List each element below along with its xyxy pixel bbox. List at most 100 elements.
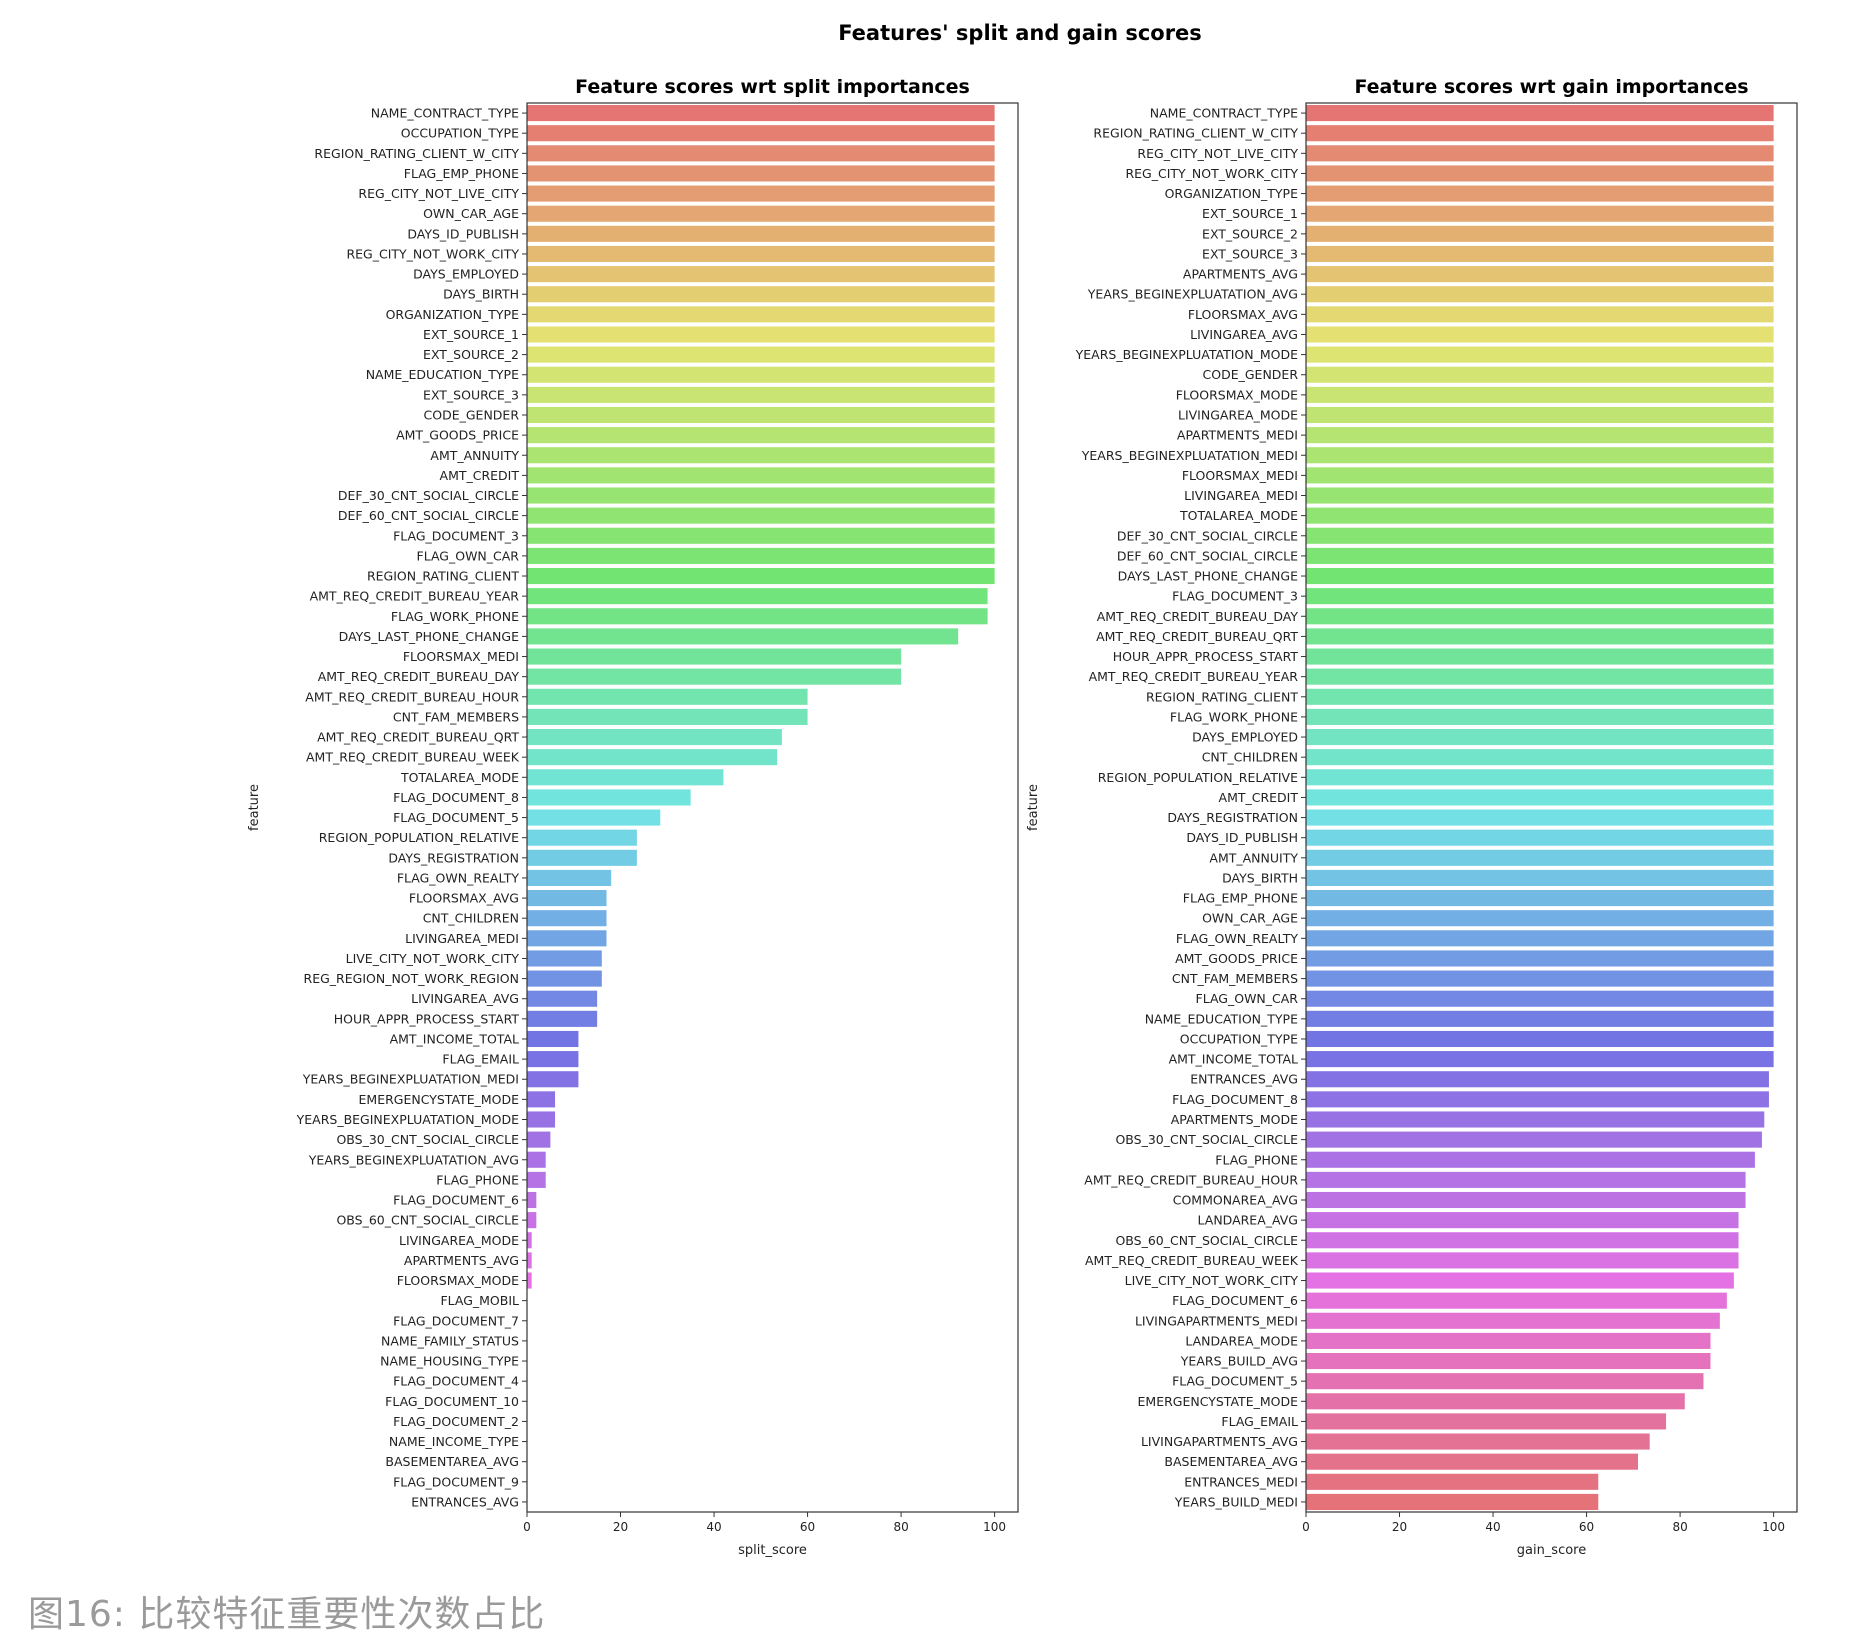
y-tick-label: NAME_HOUSING_TYPE (380, 1354, 519, 1369)
bar (1306, 205, 1774, 222)
y-tick-label: AMT_CREDIT (440, 468, 520, 483)
bar (527, 487, 995, 504)
bar (1306, 1493, 1599, 1510)
bar (527, 769, 724, 786)
y-tick-label: DAYS_ID_PUBLISH (1186, 830, 1298, 845)
bar (527, 366, 995, 383)
y-tick-label: FLAG_DOCUMENT_7 (393, 1313, 519, 1328)
y-tick-label: FLOORSMAX_AVG (409, 891, 519, 906)
y-tick-label: EXT_SOURCE_2 (423, 347, 519, 362)
bar (1306, 567, 1774, 585)
bar (1306, 125, 1774, 142)
bar (1306, 1433, 1650, 1450)
bar (527, 588, 988, 605)
y-tick-label: HOUR_APPR_PROCESS_START (1113, 649, 1299, 664)
bar (527, 849, 637, 866)
bar (1306, 708, 1774, 725)
bar (1306, 1373, 1704, 1390)
bar (1306, 467, 1774, 484)
y-tick-label: LANDAREA_AVG (1198, 1213, 1298, 1228)
x-tick-label: 60 (800, 1520, 815, 1534)
y-tick-label: DEF_30_CNT_SOCIAL_CIRCLE (1117, 528, 1298, 543)
bar (1306, 165, 1774, 182)
y-tick-label: FLAG_OWN_REALTY (1176, 931, 1299, 946)
y-tick-label: CNT_FAM_MEMBERS (393, 709, 519, 724)
split-chart-panel: Feature scores wrt split importances NAME… (247, 76, 1019, 1558)
y-tick-label: FLAG_OWN_REALTY (397, 870, 520, 885)
bar (1306, 910, 1774, 927)
bar (1306, 1131, 1762, 1148)
y-tick-label: NAME_EDUCATION_TYPE (1145, 1011, 1298, 1026)
bar (1306, 608, 1774, 625)
y-tick-label: YEARS_BUILD_MEDI (1174, 1494, 1298, 1509)
y-tick-label: REGION_RATING_CLIENT_W_CITY (314, 146, 519, 161)
bar (1306, 366, 1774, 383)
bar (1306, 1473, 1599, 1490)
bar (1306, 1171, 1746, 1188)
bar (1306, 688, 1774, 705)
bar (527, 306, 995, 323)
y-tick-label: FLAG_DOCUMENT_10 (385, 1394, 519, 1409)
bar (527, 266, 995, 283)
bar (527, 185, 995, 202)
y-tick-label: OCCUPATION_TYPE (401, 126, 519, 141)
y-tick-label: TOTALAREA_MODE (400, 770, 519, 785)
y-tick-label: EXT_SOURCE_3 (423, 387, 519, 402)
bar (1306, 507, 1774, 524)
y-tick-label: AMT_REQ_CREDIT_BUREAU_YEAR (1089, 669, 1299, 684)
y-tick-label: HOUR_APPR_PROCESS_START (334, 1011, 520, 1026)
bar (527, 749, 778, 766)
bar (527, 869, 612, 887)
y-tick-label: AMT_INCOME_TOTAL (390, 1031, 519, 1046)
bar (1306, 1232, 1739, 1249)
y-tick-label: FLOORSMAX_MODE (1176, 387, 1298, 402)
y-tick-label: ENTRANCES_MEDI (1184, 1474, 1298, 1489)
bar (1306, 1292, 1727, 1309)
y-tick-label: COMMONAREA_AVG (1173, 1193, 1298, 1208)
bar (527, 910, 607, 927)
bar (527, 165, 995, 182)
y-tick-label: REGION_RATING_CLIENT (1146, 689, 1298, 704)
y-tick-label: FLAG_DOCUMENT_8 (1172, 1092, 1298, 1107)
bar (527, 245, 995, 263)
y-tick-label: LIVINGAPARTMENTS_MEDI (1135, 1313, 1298, 1328)
y-tick-label: OBS_30_CNT_SOCIAL_CIRCLE (336, 1132, 519, 1147)
x-tick-label: 40 (706, 1520, 721, 1534)
y-tick-label: EXT_SOURCE_2 (1202, 226, 1298, 241)
gain-chart-panel: Feature scores wrt gain importances NAME_… (1026, 76, 1798, 1558)
bar (1306, 547, 1774, 564)
bar (527, 286, 995, 303)
bar (1306, 266, 1774, 283)
y-tick-label: FLAG_MOBIL (440, 1293, 519, 1308)
bar (1306, 185, 1774, 202)
bar (527, 406, 995, 424)
bar (1306, 1352, 1711, 1370)
bar (1306, 1453, 1639, 1470)
bar (1306, 1010, 1774, 1027)
y-tick-label: FLAG_DOCUMENT_9 (393, 1474, 519, 1489)
bar (527, 1232, 532, 1249)
y-tick-label: DAYS_REGISTRATION (388, 850, 519, 865)
bar (527, 567, 995, 585)
y-tick-label: FLAG_EMAIL (1221, 1414, 1298, 1429)
y-tick-label: FLAG_WORK_PHONE (1170, 709, 1298, 724)
y-tick-label: NAME_INCOME_TYPE (389, 1434, 519, 1449)
y-tick-label: LIVINGAREA_MEDI (1184, 488, 1298, 503)
x-tick-label: 60 (1579, 1520, 1594, 1534)
x-tick-label: 20 (1392, 1520, 1407, 1534)
y-tick-label: LIVINGAREA_MODE (1178, 407, 1298, 422)
x-axis-label: split_score (738, 1543, 807, 1558)
y-tick-label: REGION_POPULATION_RELATIVE (319, 830, 519, 845)
y-tick-label: YEARS_BEGINEXPLUATATION_MODE (1075, 347, 1298, 362)
bar (1306, 1071, 1769, 1088)
y-tick-label: LIVINGAREA_AVG (1190, 327, 1298, 342)
bar (1306, 487, 1774, 504)
y-tick-label: REG_REGION_NOT_WORK_REGION (304, 971, 519, 986)
y-tick-label: AMT_REQ_CREDIT_BUREAU_WEEK (1085, 1253, 1299, 1268)
axes-frame (526, 102, 1019, 1513)
y-tick-label: OWN_CAR_AGE (423, 206, 519, 221)
y-tick-label: DAYS_EMPLOYED (1192, 730, 1298, 745)
bar (527, 145, 995, 162)
bar (1306, 406, 1774, 424)
y-tick-label: FLAG_PHONE (1215, 1152, 1298, 1167)
